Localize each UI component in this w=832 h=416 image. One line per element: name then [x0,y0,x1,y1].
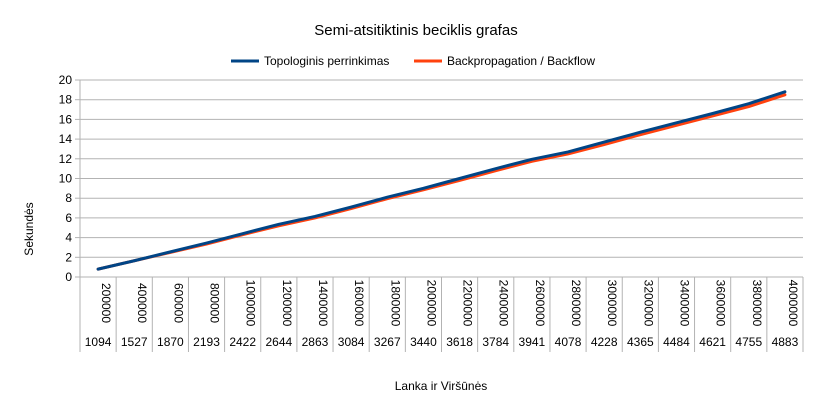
x-category-edges: 1000000 [244,280,258,327]
x-category-edges: 3400000 [677,280,691,327]
x-category-vertices: 4621 [699,335,726,349]
x-category-vertices: 4365 [627,335,654,349]
x-category-edges: 400000 [135,283,149,323]
series-line-topologinis-perrinkimas [96,90,787,271]
y-tick-label: 18 [59,93,73,107]
axes [79,80,803,278]
x-category-vertices: 3618 [446,335,473,349]
x-axis-categories: 200000 400000 600000 800000 1000000 1200000 14… [79,277,804,352]
x-category-edges: 600000 [171,283,185,323]
y-tick-label: 16 [59,112,73,126]
x-category-edges: 2800000 [569,280,583,327]
x-category-vertices: 3784 [482,335,509,349]
legend: Topologinis perrinkimas Backpropagation /… [231,54,595,68]
y-tick-label: 10 [59,172,73,186]
x-category-edges: 2200000 [461,280,475,327]
x-axis-label: Lanka ir Viršūnės [395,379,488,393]
y-tick-label: 0 [65,270,72,284]
chart-title: Semi-atsitiktinis beciklis grafas [314,22,517,39]
x-category-edges: 3800000 [750,280,764,327]
legend-label: Backpropagation / Backflow [447,54,595,68]
y-axis-ticks: 0 2 4 6 8 10 12 14 16 18 20 [59,73,73,284]
x-category-vertices: 1527 [121,335,148,349]
x-category-vertices: 2644 [265,335,292,349]
x-category-vertices: 2422 [229,335,256,349]
x-category-edges: 3600000 [714,280,728,327]
legend-label: Topologinis perrinkimas [264,54,389,68]
y-tick-label: 4 [65,231,72,245]
x-category-vertices: 2863 [302,335,329,349]
x-category-vertices: 4078 [555,335,582,349]
x-category-edges: 2600000 [533,280,547,327]
y-tick-label: 8 [65,191,72,205]
x-category-edges: 200000 [99,283,113,323]
series-lines [96,90,787,271]
x-category-vertices: 1094 [85,335,112,349]
x-category-vertices: 3084 [338,335,365,349]
y-axis-label: Sekundės [22,202,36,255]
x-category-vertices: 4228 [591,335,618,349]
x-category-vertices: 3267 [374,335,401,349]
x-category-edges: 1600000 [352,280,366,327]
x-category-edges: 3200000 [641,280,655,327]
y-tick-label: 20 [59,73,73,87]
x-category-vertices: 1870 [157,335,184,349]
x-category-edges: 2000000 [424,280,438,327]
x-category-edges: 1200000 [280,280,294,327]
x-category-vertices: 3941 [519,335,546,349]
x-category-edges: 2400000 [497,280,511,327]
x-category-vertices: 4484 [663,335,690,349]
y-tick-label: 2 [65,250,72,264]
x-category-edges: 1400000 [316,280,330,327]
x-category-vertices: 3440 [410,335,437,349]
x-category-vertices: 4883 [772,335,799,349]
x-category-vertices: 2193 [193,335,220,349]
x-category-edges: 4000000 [786,280,800,327]
y-tick-label: 14 [59,132,73,146]
x-category-edges: 3000000 [605,280,619,327]
y-tick-label: 6 [65,211,72,225]
x-category-vertices: 4755 [735,335,762,349]
x-category-edges: 800000 [208,283,222,323]
x-category-edges: 1800000 [388,280,402,327]
y-tick-label: 12 [59,152,73,166]
